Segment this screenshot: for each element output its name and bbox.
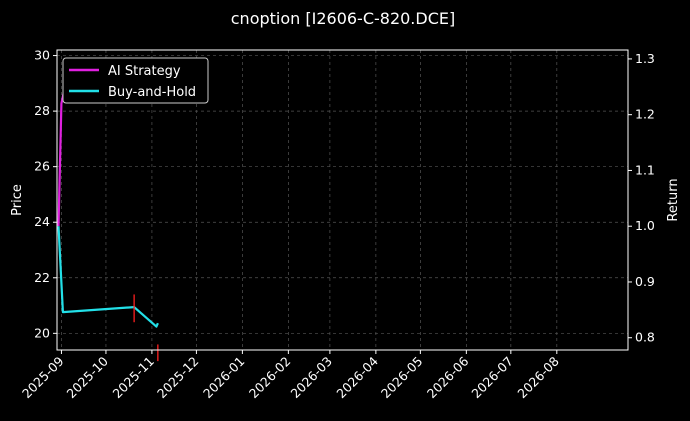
y-axis-right-label: Return	[666, 178, 681, 221]
y-right-tick-label: 1.2	[635, 107, 655, 122]
x-tick-label: 2026-04	[333, 353, 381, 401]
y-right-tick-label: 1.1	[635, 162, 655, 177]
y-left-tick-label: 30	[34, 48, 50, 63]
x-tick-label: 2026-07	[468, 354, 516, 402]
x-tick-label: 2026-01	[200, 354, 248, 402]
x-tick-label: 2026-08	[514, 353, 562, 401]
y-left-tick-label: 22	[34, 270, 50, 285]
legend: AI Strategy Buy-and-Hold	[62, 57, 209, 104]
chart-title: cnoption [I2606-C-820.DCE]	[231, 9, 455, 28]
x-tick-label: 2025-10	[64, 353, 112, 401]
legend-frame	[62, 57, 209, 104]
legend-label-buy-and-hold: Buy-and-Hold	[108, 85, 196, 100]
series-line-buy-and-hold	[57, 226, 159, 328]
x-tick-label: 2026-02	[246, 354, 294, 402]
y-left-tick-label: 26	[34, 159, 50, 174]
y-right-tick-label: 0.9	[635, 274, 655, 289]
plot-frame	[56, 49, 629, 351]
legend-label-ai-strategy: AI Strategy	[108, 64, 181, 79]
y-right-tick-label: 0.8	[635, 330, 655, 345]
y-left-tick-label: 24	[34, 214, 50, 229]
x-tick-label: 2025-09	[19, 353, 67, 401]
y-axis-left: 20 22 24 26 28 30	[34, 48, 57, 340]
x-axis: 2025-092025-102025-112025-122026-012026-…	[19, 350, 562, 401]
y-right-tick-label: 1.3	[635, 51, 655, 66]
signal-markers	[133, 294, 159, 362]
x-tick-label: 2026-03	[287, 354, 335, 402]
series-layer	[57, 88, 159, 328]
x-tick-label: 2026-05	[378, 354, 426, 402]
x-tick-label: 2025-11	[109, 354, 157, 402]
y-left-tick-label: 28	[34, 103, 50, 118]
x-tick-label: 2026-06	[424, 353, 472, 401]
y-axis-left-label: Price	[10, 184, 25, 216]
y-axis-right: 0.8 0.9 1.0 1.1 1.2 1.3	[628, 51, 655, 345]
y-right-tick-label: 1.0	[635, 218, 655, 233]
y-left-tick-label: 20	[34, 325, 50, 340]
series-line-ai-strategy	[57, 88, 138, 227]
x-tick-label: 2025-12	[154, 354, 202, 402]
